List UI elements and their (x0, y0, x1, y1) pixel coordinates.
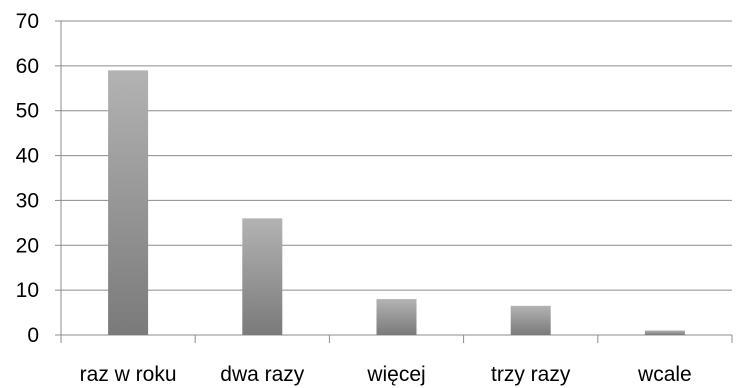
bars (108, 70, 685, 335)
bar-0 (108, 70, 149, 335)
bar-4 (644, 330, 685, 335)
y-tick-label: 60 (16, 55, 39, 78)
x-tick-label: wcale (637, 363, 692, 386)
y-tick-label: 30 (16, 189, 39, 212)
axes (55, 20, 733, 343)
y-tick-label: 50 (16, 100, 39, 123)
y-tick-label: 20 (16, 234, 39, 257)
gridlines (61, 20, 732, 291)
x-tick-label: dwa razy (220, 363, 305, 386)
x-tick-labels: raz w roku dwa razy więcej trzy razy wcale (80, 363, 692, 386)
bar-3 (510, 305, 551, 335)
x-tick-label: trzy razy (491, 363, 571, 386)
x-tick-label: więcej (366, 363, 425, 386)
y-tick-label: 40 (16, 145, 39, 168)
bar-2 (376, 299, 417, 335)
y-tick-label: 70 (16, 10, 39, 33)
y-tick-labels: 0 10 20 30 40 50 60 70 (16, 10, 39, 347)
bar-1 (242, 218, 283, 335)
x-tick-label: raz w roku (80, 363, 177, 386)
y-tick-label: 0 (27, 324, 39, 347)
y-tick-label: 10 (16, 279, 39, 302)
